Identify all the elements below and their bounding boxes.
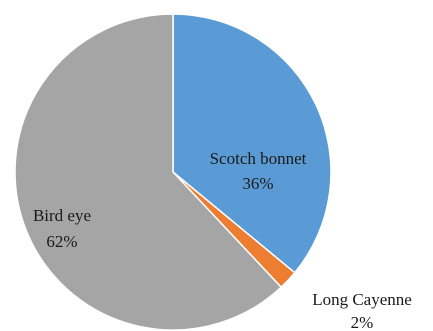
slice-label-bird-eye: Bird eye (33, 206, 91, 225)
slice-name-scotch-bonnet: Scotch bonnet (210, 149, 307, 168)
slice-label-scotch-bonnet: Scotch bonnet (210, 149, 307, 168)
slice-percent-scotch-bonnet: 36% (242, 174, 273, 193)
slice-percent-bird-eye: 62% (46, 232, 77, 251)
slice-label-long-cayenne: Long Cayenne (312, 290, 412, 309)
pie-slice-scotch-bonnet (172, 13, 332, 274)
slice-percent-long-cayenne: 2% (351, 313, 374, 331)
slices-layer (14, 13, 332, 331)
pie-slice-bird-eye (14, 13, 283, 331)
slice-name-bird-eye: Bird eye (33, 206, 91, 225)
slice-name-long-cayenne: Long Cayenne (312, 290, 412, 309)
